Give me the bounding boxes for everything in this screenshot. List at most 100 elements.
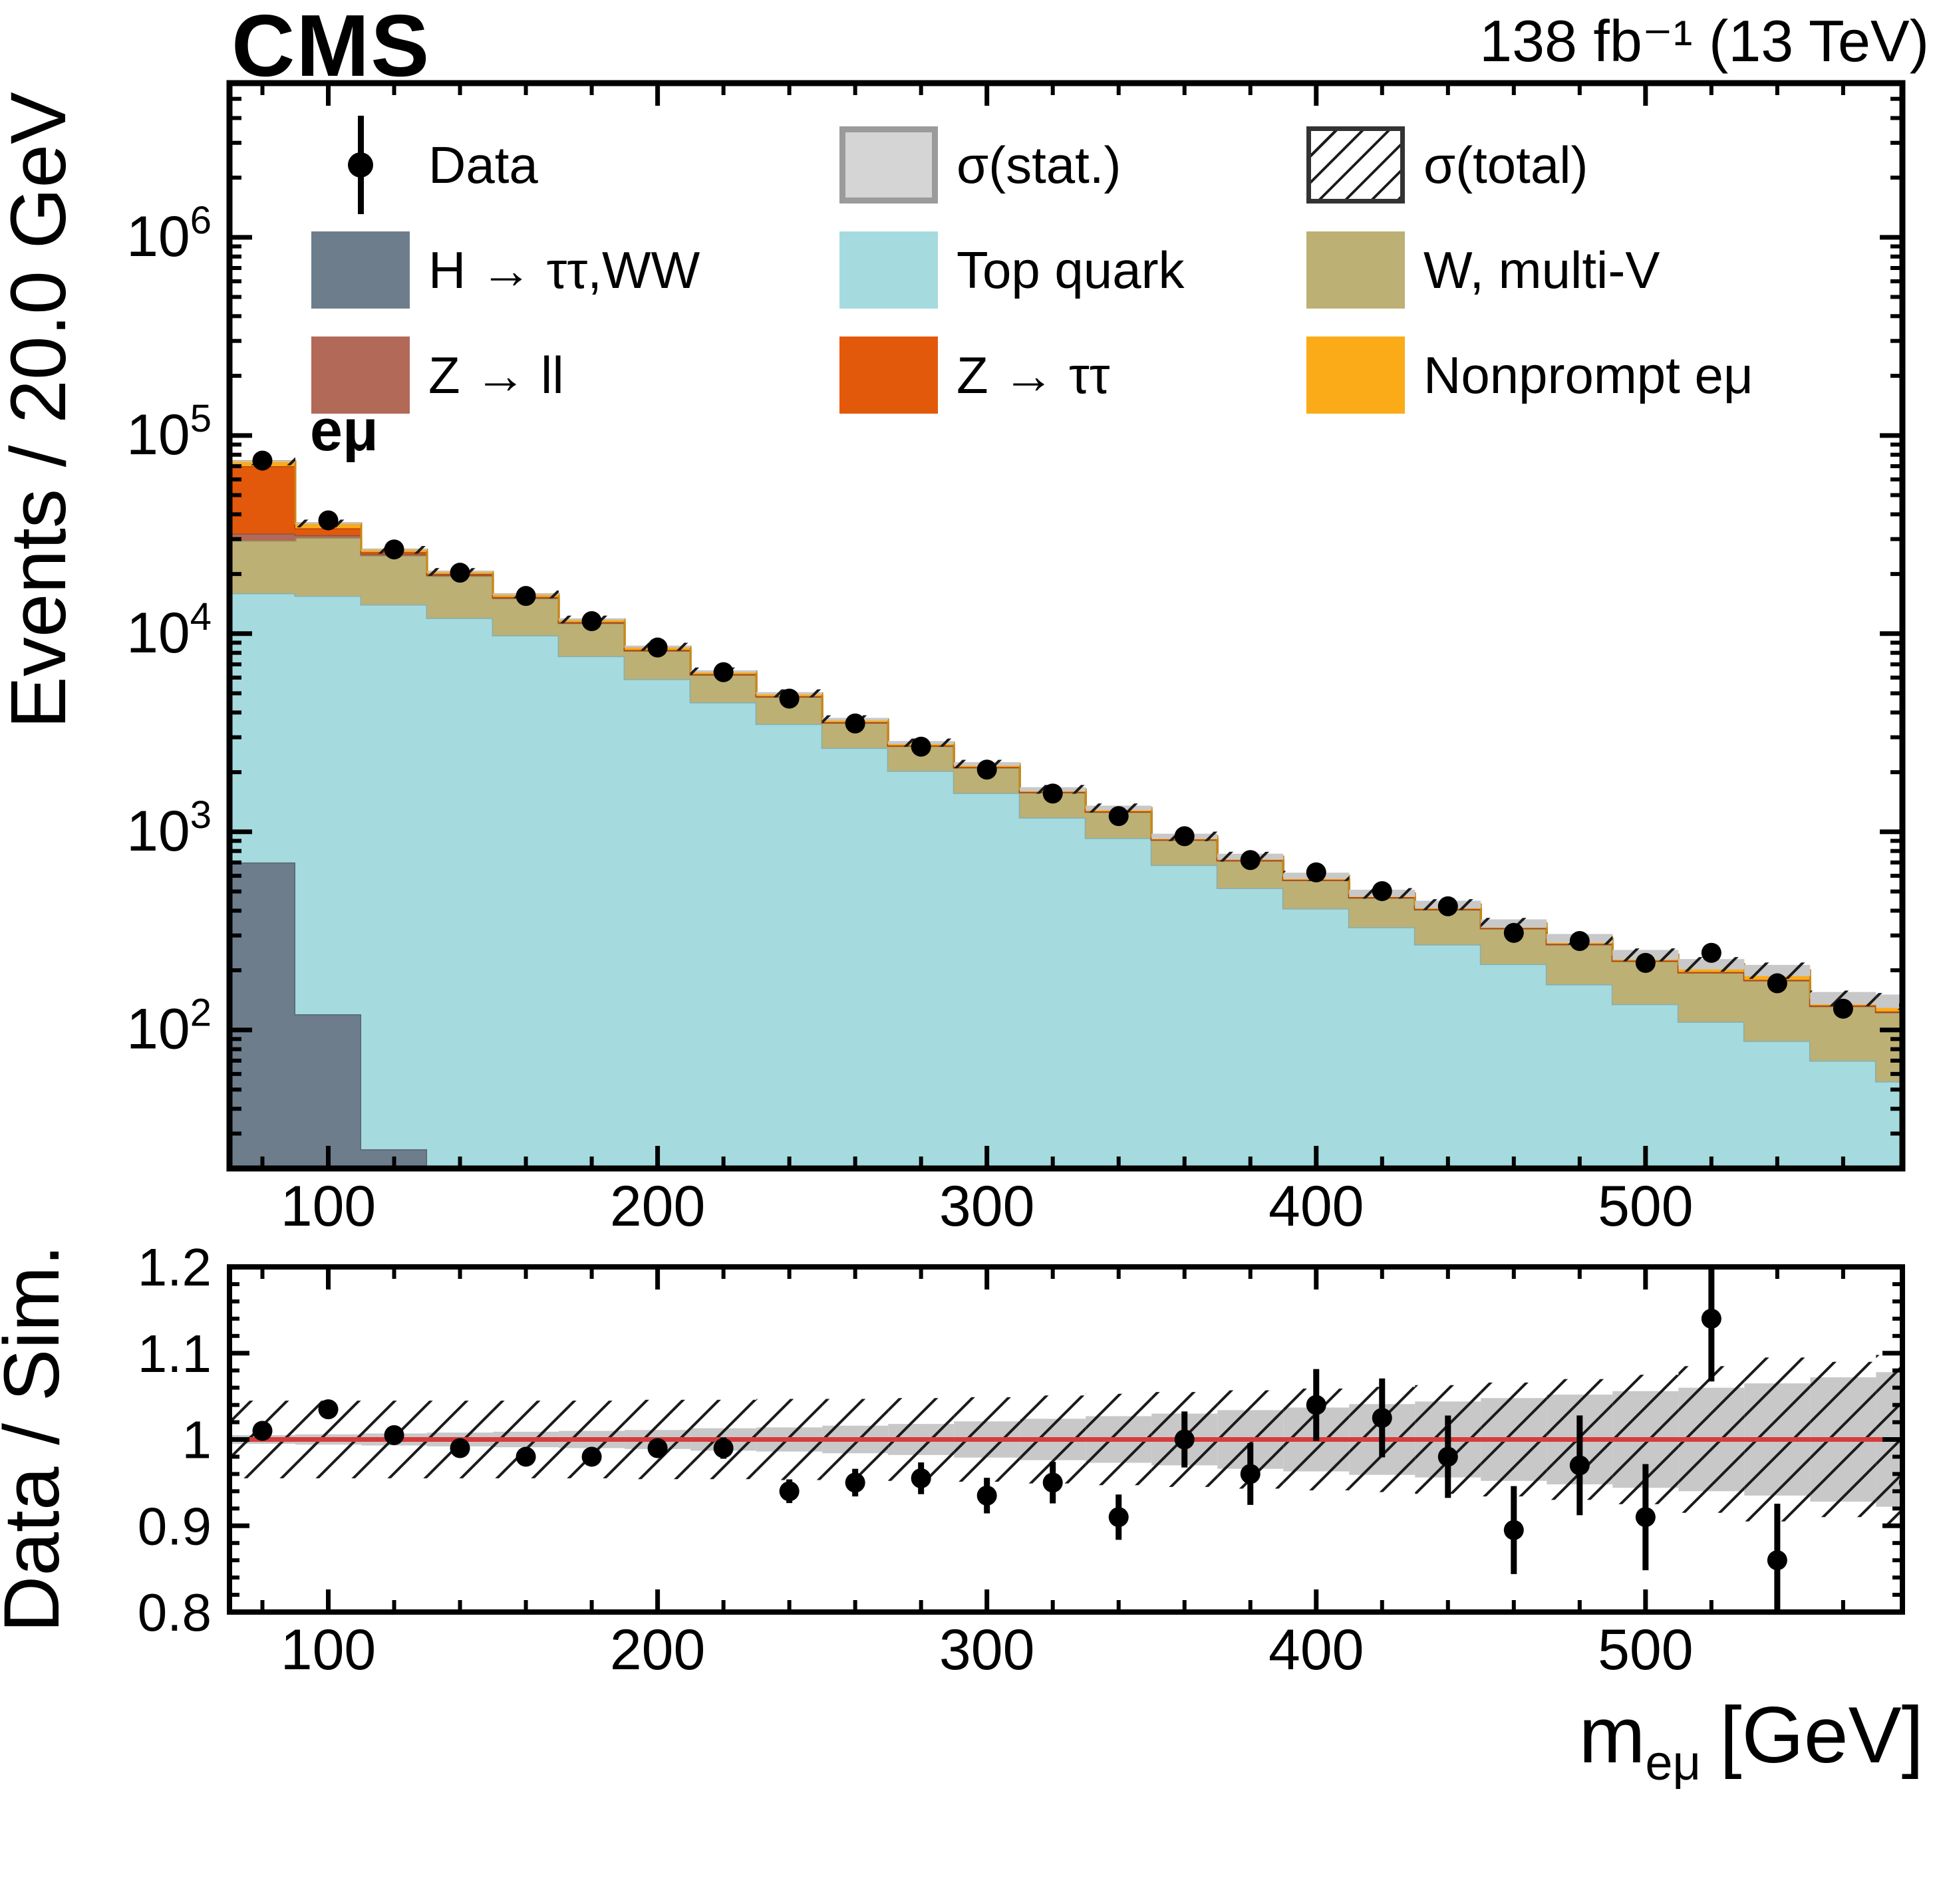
data-marker-dot [348, 152, 373, 178]
data-point [1833, 998, 1853, 1019]
total-band-bin [1876, 993, 1900, 1010]
ratio-point [516, 1446, 536, 1467]
legend-label: H → ττ,WW [428, 240, 700, 299]
main-frame [226, 80, 1906, 1172]
legend-label: W, multi-V [1423, 240, 1660, 299]
y-tick-label: 104 [126, 595, 212, 665]
legend-label: Top quark [957, 240, 1185, 299]
y-tick-label: 106 [126, 199, 212, 269]
data-point [976, 759, 997, 780]
legend-label: Nonprompt eμ [1423, 345, 1753, 404]
ratio-point [450, 1438, 470, 1458]
data-point [1635, 952, 1656, 973]
legend-item-data: Data [311, 116, 538, 214]
ratio-point [1240, 1464, 1261, 1484]
y-axis-title-ratio: Data / Sim. [0, 1244, 76, 1633]
tspan: 5 [190, 397, 212, 440]
ratio-point [713, 1438, 734, 1458]
ratio-point [1767, 1550, 1787, 1571]
ratio-point [1437, 1446, 1458, 1467]
legend-item-top-quark: Top quark [839, 231, 1185, 309]
data-marker-icon [311, 116, 410, 214]
luminosity-label: 138 fb⁻¹ (13 TeV) [1479, 8, 1929, 74]
x-tick-label: 100 [281, 1618, 376, 1682]
ratio-point [779, 1481, 800, 1502]
ratio-point [1503, 1520, 1524, 1540]
ratio-y-tick-label: 0.9 [138, 1496, 212, 1556]
ratio-y-tick-label: 1.1 [138, 1324, 212, 1383]
legend-label: Z → ττ [957, 345, 1110, 404]
y-tick-label: 105 [126, 397, 212, 467]
physics-plot-canvas: 100 200 300 400 500 100 200 300 400 500 102 103 104 1… [126, 80, 1906, 1682]
data-point [1240, 850, 1261, 871]
y-axis-title-main: Events / 20.0 GeV [0, 92, 82, 729]
legend-label: Z → ll [428, 345, 564, 404]
data-point [384, 539, 404, 560]
color-swatch-icon [839, 337, 938, 414]
x-axis-title-unit: [GeV] [1719, 1691, 1924, 1780]
data-point [1569, 931, 1590, 952]
ratio-point [1042, 1472, 1063, 1493]
x-tick-label: 400 [1268, 1618, 1364, 1682]
ratio-y-tick-label: 1.2 [138, 1238, 212, 1297]
ratio-point [384, 1425, 404, 1446]
hatched-band-swatch-icon [1306, 126, 1405, 204]
stack-layer-Top quark [232, 593, 1900, 1166]
x-tick-label: 500 [1598, 1618, 1694, 1682]
legend-item-higgs: H → ττ,WW [311, 231, 700, 309]
ratio-y-tick-label: 1 [182, 1411, 212, 1470]
axis-tick-labels: 100 200 300 400 500 100 200 300 400 500 102 103 104 1… [126, 199, 1694, 1682]
data-point [318, 510, 339, 531]
data-point [1503, 922, 1524, 943]
x-tick-label: 500 [1598, 1174, 1694, 1238]
ratio-point [1701, 1308, 1721, 1329]
color-swatch-icon [1306, 231, 1405, 309]
total-band-bin [1810, 990, 1876, 1006]
x-axis-title-subscript: eμ [1645, 1735, 1702, 1790]
data-points-main [252, 450, 1900, 1019]
x-tick-label: 200 [610, 1174, 706, 1238]
data-point [647, 637, 668, 658]
ratio-y-tick-label: 0.8 [138, 1583, 212, 1642]
stat-band-swatch-icon [839, 126, 938, 204]
data-point [713, 662, 734, 682]
ratio-point [1569, 1455, 1590, 1476]
tspan: 2 [190, 992, 212, 1035]
legend-label: σ(total) [1423, 135, 1588, 194]
data-point [1437, 896, 1458, 916]
mc-stack [232, 460, 1900, 1166]
color-swatch-icon [311, 231, 410, 309]
ratio-point [1635, 1507, 1656, 1528]
ratio-point [1108, 1507, 1129, 1528]
legend-item-z-ll: Z → ll [311, 337, 564, 414]
tspan: 3 [190, 793, 212, 837]
data-point [1174, 826, 1195, 847]
total-band-bin [1678, 957, 1745, 972]
tspan: 6 [190, 199, 212, 242]
legend-item-stat: σ(stat.) [839, 126, 1121, 204]
data-point [450, 563, 470, 583]
ratio-point [911, 1468, 931, 1488]
data-point [1701, 942, 1721, 963]
ratio-point [581, 1446, 602, 1467]
x-tick-label: 200 [610, 1618, 706, 1682]
x-axis-title: meμ [GeV] [1578, 1689, 1924, 1791]
color-swatch-icon [839, 231, 938, 309]
ratio-point [318, 1399, 339, 1420]
data-point [1306, 862, 1326, 883]
y-tick-label: 103 [126, 793, 212, 863]
x-axis-title-base: m [1578, 1691, 1646, 1780]
data-point [516, 586, 536, 607]
ratio-point [976, 1485, 997, 1506]
ratio-point [252, 1421, 273, 1441]
legend-label: σ(stat.) [957, 135, 1121, 194]
ratio-point [1306, 1395, 1326, 1415]
data-point [779, 688, 800, 709]
color-swatch-icon [1306, 337, 1405, 414]
legend-item-nonprompt: Nonprompt eμ [1306, 337, 1753, 414]
data-point [1042, 783, 1063, 804]
data-point [911, 736, 931, 757]
ratio-data-points [252, 1270, 1900, 1609]
data-point [1767, 973, 1787, 994]
data-point [1108, 806, 1129, 827]
